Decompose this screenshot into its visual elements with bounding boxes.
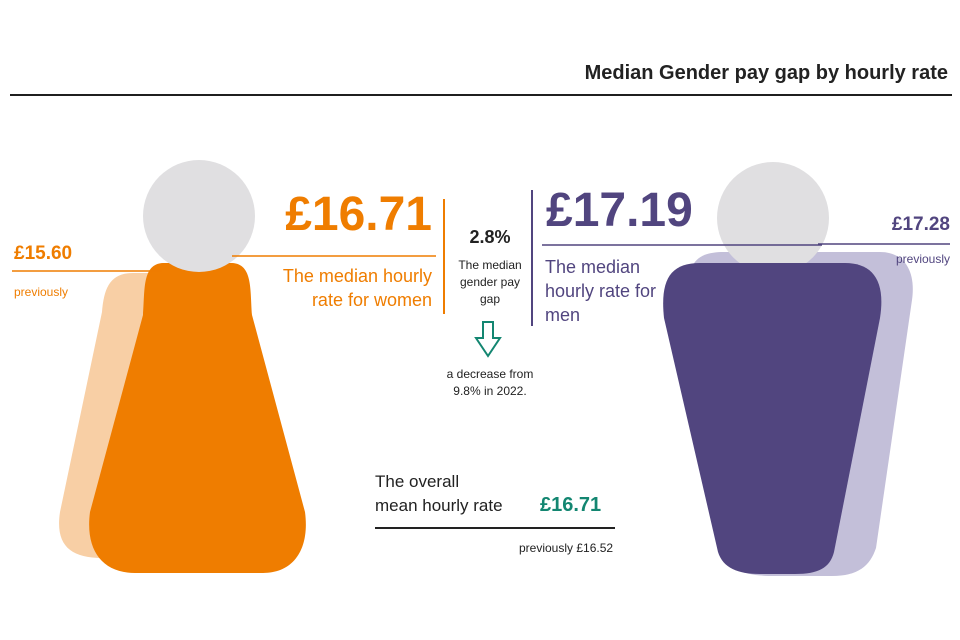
pay-gap-caption-line: The median xyxy=(458,258,522,272)
overall-divider xyxy=(375,527,615,529)
men-caption-line: The median xyxy=(545,257,641,277)
women-caption: The median hourly rate for women xyxy=(232,264,432,312)
pay-gap-note: a decrease from 9.8% in 2022. xyxy=(440,366,540,400)
women-caption-line: The median hourly xyxy=(282,266,432,286)
men-caption: The median hourly rate for men xyxy=(545,255,685,327)
title-divider xyxy=(10,94,952,96)
men-body xyxy=(663,263,882,574)
men-caption-line: men xyxy=(545,305,581,325)
women-divider xyxy=(443,199,445,314)
pay-gap-note-line: 9.8% in 2022. xyxy=(453,384,527,398)
men-previous-label: previously xyxy=(895,252,950,266)
pay-gap-caption-line: gender pay xyxy=(459,275,521,289)
men-caption-line: hourly rate for xyxy=(545,281,657,301)
overall-caption: The overall mean hourly rate xyxy=(375,470,545,518)
men-head xyxy=(717,162,829,274)
pay-gap-caption: The median gender pay gap xyxy=(452,257,528,308)
women-median-value: £16.71 xyxy=(285,188,432,241)
men-median-value: £17.19 xyxy=(546,184,693,237)
overall-previous: previously £16.52 xyxy=(519,541,614,555)
overall-mean-value: £16.71 xyxy=(540,494,602,516)
women-head xyxy=(143,160,255,272)
pay-gap-value: 2.8% xyxy=(469,227,511,247)
women-body xyxy=(89,263,306,573)
men-previous-value: £17.28 xyxy=(891,214,950,235)
pay-gap-note-line: a decrease from xyxy=(446,367,534,381)
women-previous-value: £15.60 xyxy=(14,243,73,264)
page-title: Median Gender pay gap by hourly rate xyxy=(584,62,948,84)
down-arrow-icon xyxy=(474,321,502,358)
overall-caption-line: mean hourly rate xyxy=(375,496,503,515)
women-caption-line: rate for women xyxy=(311,290,432,310)
women-previous-label: previously xyxy=(14,285,69,299)
men-divider xyxy=(531,190,533,326)
overall-caption-line: The overall xyxy=(375,472,460,491)
pay-gap-caption-line: gap xyxy=(479,292,501,306)
